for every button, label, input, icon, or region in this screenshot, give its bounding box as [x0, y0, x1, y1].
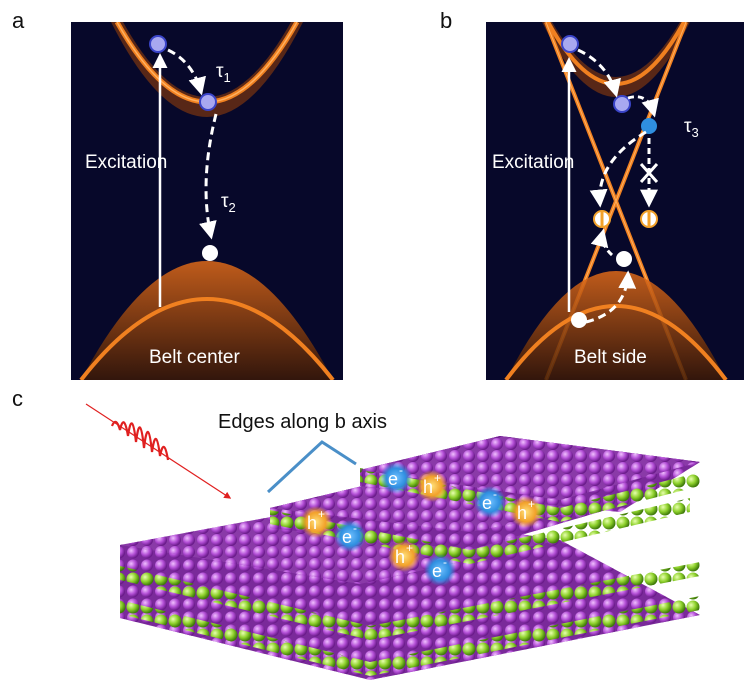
- relax-arrow-b1: [577, 48, 621, 98]
- cross-mark: [639, 163, 659, 183]
- svg-text:e: e: [388, 469, 398, 489]
- svg-text:+: +: [318, 507, 325, 521]
- belt-side-caption: Belt side: [574, 347, 647, 368]
- tau1-label: τ1: [216, 61, 231, 85]
- valence-band-b: [506, 271, 726, 380]
- svg-text:h: h: [517, 503, 527, 523]
- tau2-label: τ2: [221, 191, 236, 215]
- laser-pulse: [85, 403, 232, 499]
- panel-a-band-diagram: Excitation τ1 τ2 Belt center: [71, 22, 343, 380]
- tau3-label: τ3: [684, 116, 699, 140]
- tau2-arrow: [199, 113, 218, 240]
- panel-b-band-diagram: Excitation τ3 Belt side: [486, 22, 744, 380]
- svg-text:+: +: [406, 541, 413, 555]
- relax-arrow-b2: [627, 95, 659, 118]
- excitation-label-a: Excitation: [85, 152, 167, 173]
- valence-state-b: [616, 251, 632, 267]
- svg-text:h: h: [307, 513, 317, 533]
- carrier-hole-2: h +: [510, 496, 542, 528]
- panel-c-crystal-diagram: Edges along b axis e - h + e: [85, 403, 700, 680]
- relaxed-electron-a: [199, 93, 217, 111]
- carrier-hole-4: h +: [388, 540, 420, 572]
- panel-b-letter: b: [440, 8, 453, 33]
- svg-text:e: e: [432, 561, 442, 581]
- valence-hole-b: [571, 312, 587, 328]
- svg-text:-: -: [443, 555, 447, 569]
- carrier-electron-1: e -: [380, 462, 412, 494]
- panel-c-letter: c: [12, 386, 23, 411]
- carrier-hole-3: h +: [300, 506, 332, 538]
- valence-band-a: [81, 261, 333, 380]
- svg-text:e: e: [482, 493, 492, 513]
- svg-text:+: +: [528, 497, 535, 511]
- belt-center-caption: Belt center: [149, 347, 240, 368]
- edge-label: Edges along b axis: [218, 411, 387, 433]
- edge-marker-line: [266, 440, 357, 494]
- svg-text:-: -: [399, 463, 403, 477]
- carrier-electron-2: e -: [474, 486, 506, 518]
- relaxed-electron-b: [613, 95, 631, 113]
- tau3-arrow: [589, 130, 647, 208]
- carrier-electron-3: e -: [334, 520, 366, 552]
- svg-text:h: h: [395, 547, 405, 567]
- excited-electron-a: [149, 35, 167, 53]
- svg-text:+: +: [434, 471, 441, 485]
- excitation-label-b: Excitation: [492, 152, 574, 173]
- svg-text:-: -: [353, 521, 357, 535]
- valence-state-a: [202, 245, 218, 261]
- conduction-band-b: [542, 22, 690, 97]
- carrier-electron-4: e -: [424, 554, 456, 586]
- edge-electron-b: [641, 118, 657, 134]
- svg-text:e: e: [342, 527, 352, 547]
- panel-a-letter: a: [12, 8, 25, 33]
- carrier-hole-1: h +: [416, 470, 448, 502]
- excited-electron-b: [561, 35, 579, 53]
- hole-relax-arrow: [590, 228, 614, 257]
- svg-text:-: -: [493, 487, 497, 501]
- valence-relax-arrow: [585, 270, 637, 324]
- tau1-arrow: [167, 48, 206, 96]
- svg-text:h: h: [423, 477, 433, 497]
